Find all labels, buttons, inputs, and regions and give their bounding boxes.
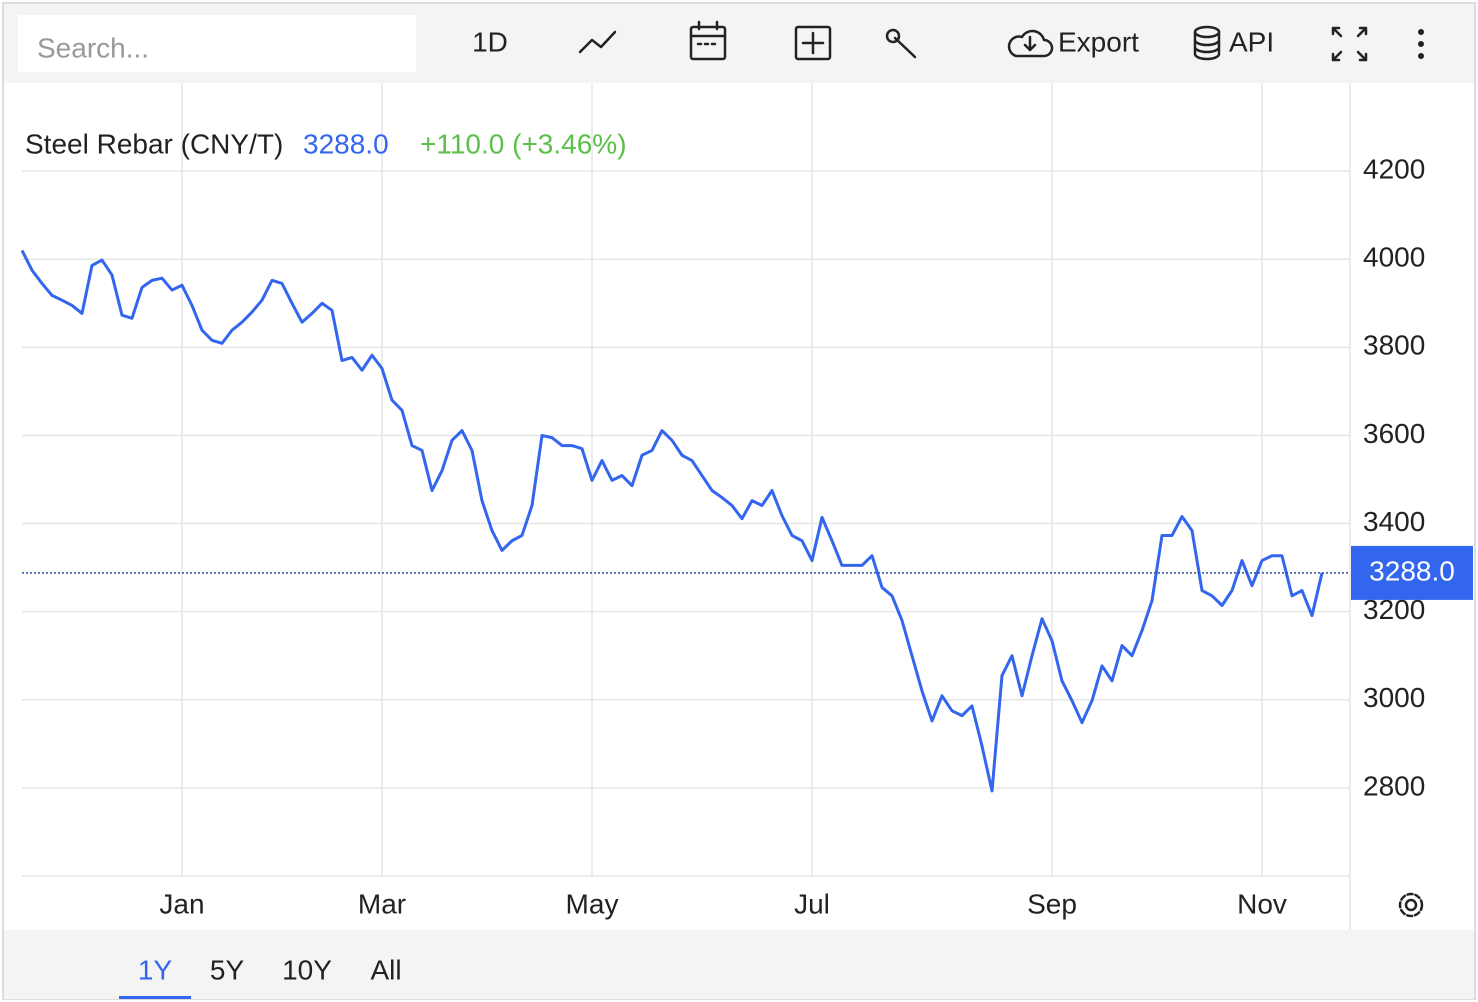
fullscreen-icon[interactable] bbox=[1331, 26, 1368, 62]
last-price: 3288.0 bbox=[303, 128, 389, 159]
y-tick-label: 3600 bbox=[1363, 418, 1425, 449]
last-price-badge-label: 3288.0 bbox=[1369, 555, 1455, 586]
y-tick-label: 3400 bbox=[1363, 506, 1425, 537]
export-icon[interactable] bbox=[1007, 29, 1054, 58]
x-tick-label: Jan bbox=[159, 888, 204, 919]
export-button[interactable]: Export bbox=[1058, 26, 1139, 57]
price-change: +110.0 (+3.46%) bbox=[420, 128, 627, 159]
y-tick-label: 4200 bbox=[1363, 154, 1425, 185]
add-box bbox=[794, 25, 832, 61]
wrench-handle bbox=[893, 36, 917, 59]
api-button[interactable]: API bbox=[1229, 26, 1274, 57]
gear-teeth bbox=[1398, 892, 1424, 918]
add-icon[interactable] bbox=[794, 25, 832, 61]
db-body bbox=[1193, 30, 1221, 61]
last-price-badge bbox=[1351, 545, 1473, 600]
menu-icon[interactable] bbox=[1418, 29, 1424, 59]
calendar-body bbox=[689, 25, 727, 61]
api-icon[interactable] bbox=[1193, 25, 1221, 61]
calendar-icon[interactable] bbox=[689, 20, 727, 61]
range-bar bbox=[4, 930, 1474, 999]
range-button[interactable]: 10Y bbox=[282, 954, 332, 985]
wrench-head bbox=[885, 28, 901, 44]
price-line bbox=[20, 249, 1324, 793]
x-tick-label: Mar bbox=[358, 888, 406, 919]
gear-hole bbox=[1404, 898, 1418, 912]
settings-icon[interactable] bbox=[1398, 892, 1424, 918]
range-button[interactable]: 5Y bbox=[210, 954, 245, 985]
grid bbox=[22, 83, 1350, 876]
wrench-icon[interactable] bbox=[885, 28, 917, 59]
menu-dot bbox=[1418, 29, 1424, 35]
line-icon[interactable] bbox=[578, 30, 617, 54]
search-placeholder: Search... bbox=[37, 32, 149, 63]
x-tick-label: Nov bbox=[1237, 888, 1287, 919]
search-box[interactable] bbox=[18, 15, 416, 72]
range-underline bbox=[119, 996, 191, 999]
y-tick-label: 2800 bbox=[1363, 770, 1425, 801]
plot bbox=[20, 249, 1350, 793]
x-tick-label: Jul bbox=[794, 888, 830, 919]
menu-dot bbox=[1418, 41, 1424, 47]
y-tick-label: 3000 bbox=[1363, 682, 1425, 713]
menu-dot bbox=[1418, 53, 1424, 59]
y-tick-label: 3800 bbox=[1363, 330, 1425, 361]
x-tick-label: May bbox=[566, 888, 619, 919]
interval-button[interactable]: 1D bbox=[472, 26, 508, 57]
range-buttons: 1Y 5Y 10Y All bbox=[119, 954, 402, 999]
range-button[interactable]: 1Y bbox=[138, 954, 173, 985]
chart-title: Steel Rebar (CNY/T) bbox=[25, 128, 283, 159]
range-button[interactable]: All bbox=[370, 954, 401, 985]
x-tick-label: Sep bbox=[1027, 888, 1077, 919]
y-tick-label: 4000 bbox=[1363, 242, 1425, 273]
